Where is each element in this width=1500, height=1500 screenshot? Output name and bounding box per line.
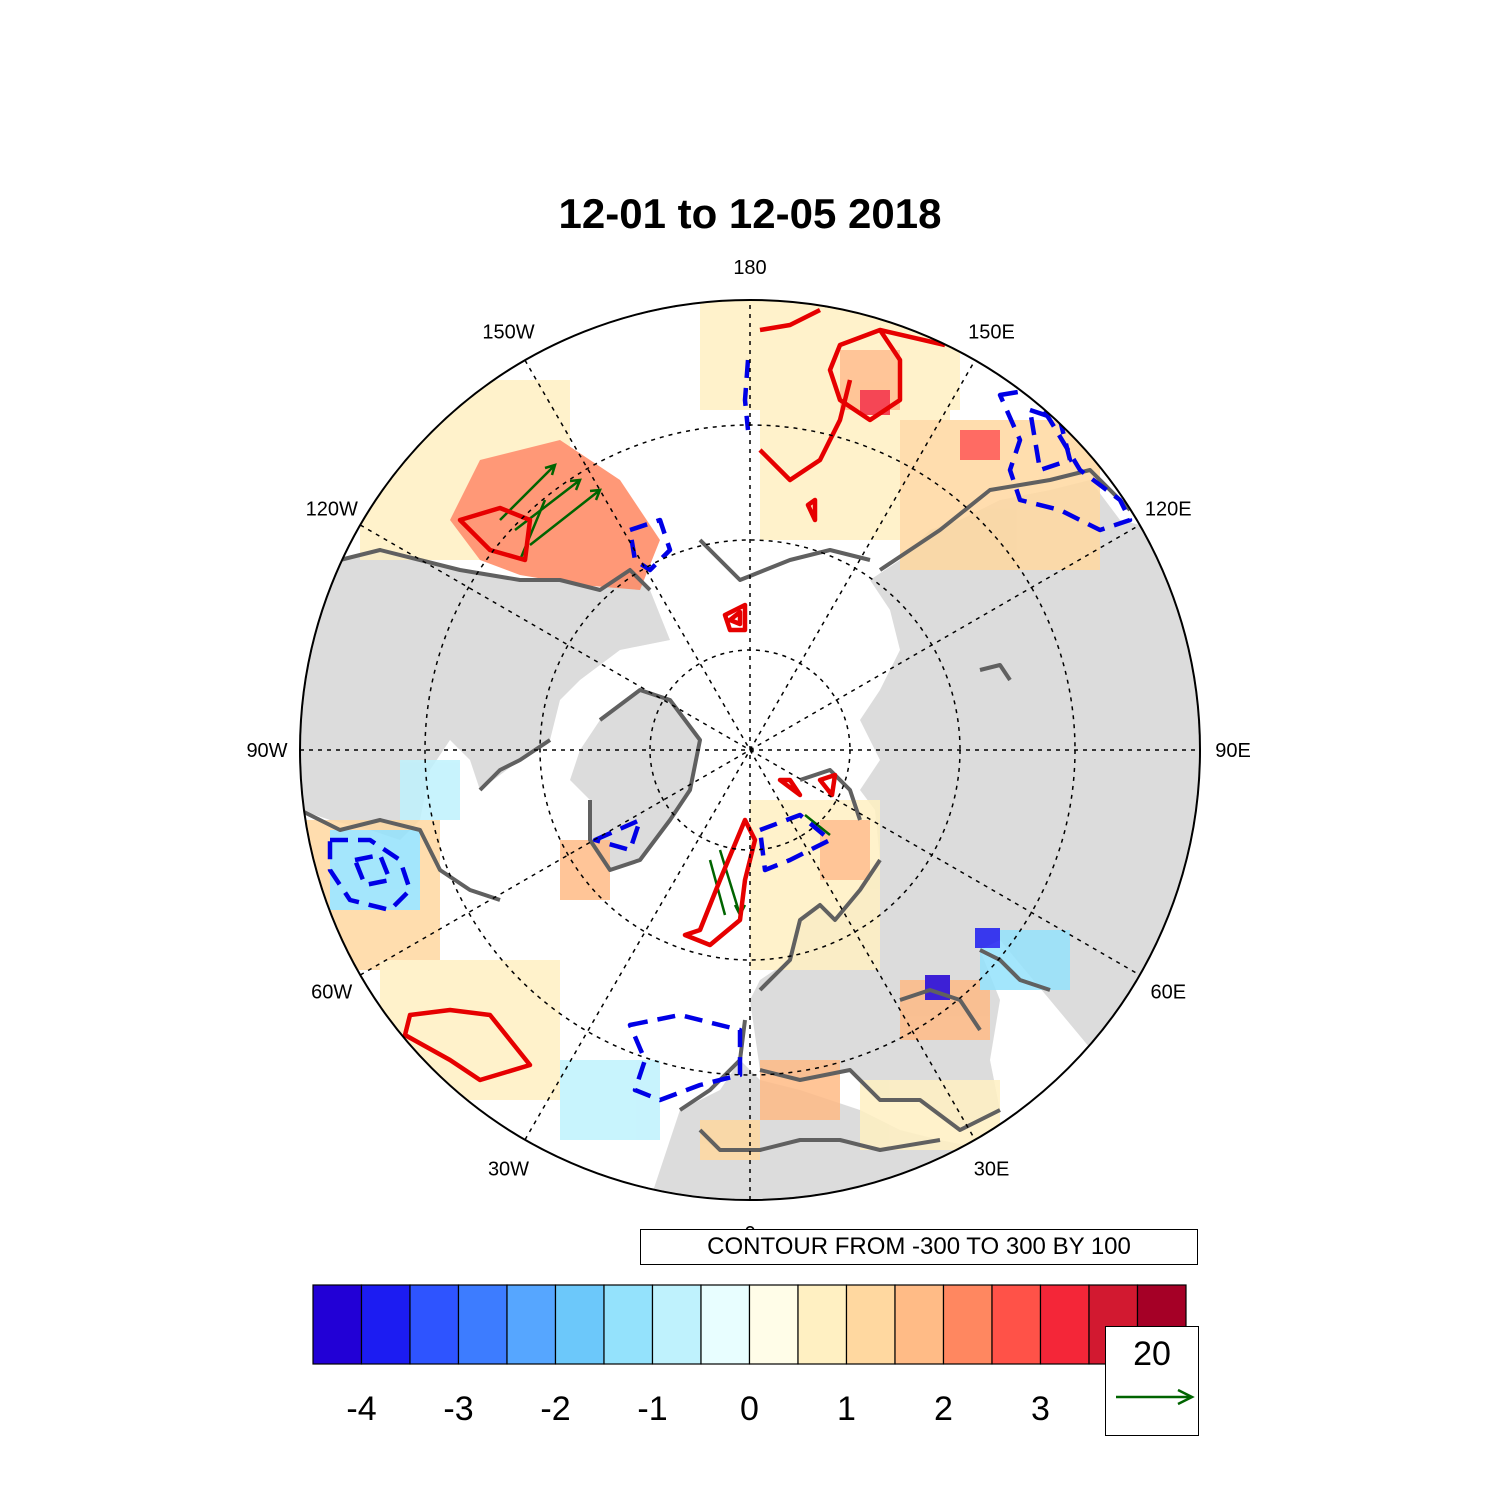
colorbar-box <box>312 1284 363 1365</box>
negative-contour <box>627 517 673 573</box>
meridians <box>300 300 1200 1200</box>
greenland-land <box>570 690 700 870</box>
contour-info-label: CONTOUR FROM -300 TO 300 BY 100 <box>640 1229 1198 1265</box>
positive-contour <box>827 327 903 423</box>
longitude-label: 120E <box>1145 499 1192 521</box>
longitude-label: 60W <box>311 982 352 1004</box>
positive-contour <box>758 379 853 483</box>
coastline <box>698 538 871 582</box>
coastline <box>300 808 501 902</box>
coastline <box>759 1068 1001 1132</box>
coastline <box>678 1019 747 1112</box>
colorbar-tick-label: -4 <box>346 1390 376 1428</box>
longitude-label: 30E <box>974 1158 1010 1180</box>
colorbar-tick-label: -3 <box>443 1390 473 1428</box>
colorbar-box <box>845 1284 896 1365</box>
colorbar-tick-label: 3 <box>1031 1390 1050 1428</box>
longitude-label: 30W <box>488 1158 529 1180</box>
colorbar-box <box>651 1284 702 1365</box>
coastline <box>758 858 882 992</box>
negative-contour <box>352 852 393 888</box>
colorbar-tick-label: 1 <box>837 1390 856 1428</box>
negative-contour <box>742 359 751 431</box>
colorbar-box <box>457 1284 508 1365</box>
vector-arrow <box>514 478 582 531</box>
colorbar-tick-label: -1 <box>637 1390 667 1428</box>
colorbar-box <box>360 1284 411 1365</box>
vector-arrow <box>529 488 602 546</box>
longitude-label: 180 <box>733 257 766 279</box>
coastline <box>878 468 1132 572</box>
positive-contour <box>817 772 838 798</box>
colorbar-box <box>1039 1284 1090 1365</box>
colorbar-box <box>700 1284 751 1365</box>
negative-contour <box>327 837 413 913</box>
coastline <box>588 688 702 872</box>
negative-contour <box>592 817 643 853</box>
shade-patch <box>860 1080 1000 1150</box>
shade-patch <box>820 820 870 880</box>
longitude-labels: 180150E120E90E60E30E030W60W90W120W150W <box>246 257 1250 1245</box>
north-america-land <box>300 550 670 840</box>
colorbar-tick-label: 2 <box>934 1390 953 1428</box>
colorbar-tick-labels: -4 -3 -2 -1 0 1 2 3 <box>346 1390 1050 1428</box>
positive-contour <box>682 817 758 948</box>
reference-vector-arrow-icon <box>1116 1388 1195 1406</box>
coastline <box>979 948 1051 992</box>
reference-vector-magnitude: 20 <box>1133 1335 1171 1373</box>
shade-patch <box>975 928 1000 948</box>
map-title: 12-01 to 12-05 2018 <box>558 190 942 237</box>
colorbar-box <box>942 1284 993 1365</box>
colorbar-box <box>554 1284 605 1365</box>
positive-contour <box>457 505 533 563</box>
colorbar-tick-label: -2 <box>540 1390 570 1428</box>
colorbar-box <box>748 1284 799 1365</box>
positive-contour <box>722 602 748 633</box>
positive-contour <box>759 307 822 333</box>
positive-contour <box>805 497 818 523</box>
colorbar-tick-label: 0 <box>740 1390 759 1428</box>
coastline <box>979 663 1012 682</box>
shade-patch <box>560 1060 660 1140</box>
shade-patch <box>400 760 460 820</box>
colorbar-box <box>797 1284 848 1365</box>
longitude-label: 120W <box>306 499 358 521</box>
longitude-label: 60E <box>1150 982 1186 1004</box>
negative-contour <box>757 812 833 873</box>
positive-contour <box>727 609 743 627</box>
negative-contours <box>327 359 1133 1103</box>
meridian-line <box>524 359 976 1141</box>
coastline <box>339 548 652 592</box>
coastline <box>799 768 862 821</box>
longitude-label: 150W <box>482 322 534 344</box>
colorbar-box <box>506 1284 557 1365</box>
colorbar-box <box>991 1284 1042 1365</box>
shade-patch <box>700 300 960 410</box>
coastline <box>698 1128 941 1152</box>
longitude-label: 150E <box>968 322 1015 344</box>
longitude-label: 90E <box>1215 740 1251 762</box>
positive-contours <box>402 307 946 1083</box>
negative-contour <box>1027 407 1073 473</box>
positive-contour <box>879 327 946 348</box>
coastline <box>899 988 982 1032</box>
vector-arrow <box>804 814 831 836</box>
colorbar-box <box>603 1284 654 1365</box>
positive-contour <box>402 1007 533 1083</box>
colorbar-box <box>894 1284 945 1365</box>
shade-patch <box>760 1060 840 1120</box>
longitude-label: 90W <box>246 740 287 762</box>
shade-patch <box>960 430 1000 460</box>
negative-contour <box>627 1012 743 1103</box>
positive-contour <box>777 777 803 798</box>
map-border <box>299 299 1201 1201</box>
iberia-africa-land <box>650 1060 1000 1200</box>
reference-vector-box: 20 <box>1105 1326 1199 1436</box>
shade-patch <box>560 840 610 900</box>
colorbar-box <box>409 1284 460 1365</box>
colorbar <box>312 1284 1187 1365</box>
